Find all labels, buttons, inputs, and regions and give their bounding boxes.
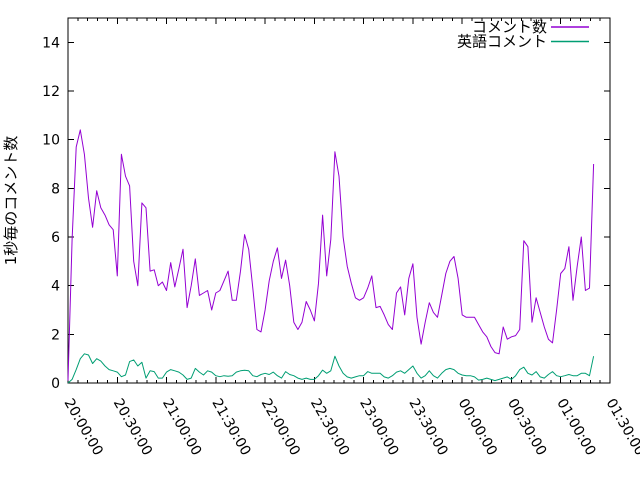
y-tick-label: 10 <box>42 133 60 149</box>
series-line-english-comments <box>67 353 595 384</box>
y-axis-title: 1秒毎のコメント数 <box>2 136 20 266</box>
legend-label-english-comments: 英語コメント <box>457 33 547 51</box>
y-tick-label: 8 <box>51 181 60 197</box>
legend-label-comments: コメント数 <box>472 18 547 36</box>
plot-border <box>67 17 611 384</box>
y-tick-label: 14 <box>42 35 60 51</box>
y-tick-label: 2 <box>51 327 60 343</box>
y-tick-label: 12 <box>42 84 60 100</box>
y-tick-label: 6 <box>51 230 60 246</box>
y-tick-label: 4 <box>51 279 60 295</box>
series-line-comments <box>67 129 595 381</box>
y-tick-label: 0 <box>51 376 60 392</box>
